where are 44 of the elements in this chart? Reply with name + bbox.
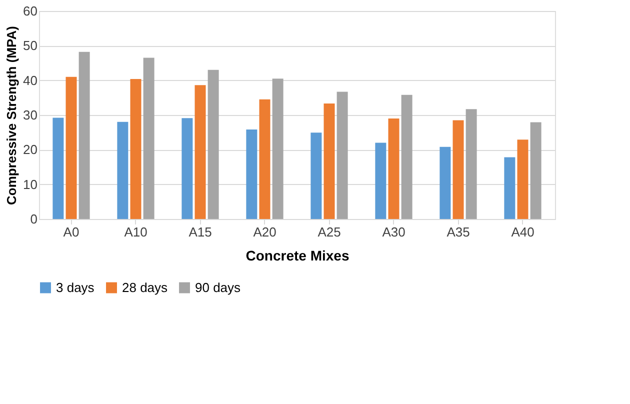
bar (452, 120, 464, 219)
bar (401, 94, 412, 219)
x-tick-label: A0 (63, 224, 80, 240)
bar (246, 130, 258, 219)
bar (388, 118, 400, 219)
legend-label: 28 days (122, 280, 168, 295)
x-tick-label: A35 (446, 224, 470, 240)
bar (259, 99, 270, 219)
bar (375, 142, 386, 219)
x-tick-label: A15 (188, 224, 212, 240)
legend-label: 3 days (56, 280, 95, 295)
y-tick-label: 20 (23, 142, 38, 158)
bar (336, 92, 348, 219)
bar (66, 76, 77, 219)
bar (52, 118, 64, 219)
y-tick-label: 0 (30, 212, 38, 226)
y-tick-label: 30 (23, 108, 38, 122)
bar (182, 118, 193, 219)
bar (530, 122, 542, 219)
bar (310, 132, 322, 219)
bar (517, 140, 528, 219)
bar (466, 109, 477, 219)
bar (504, 157, 516, 219)
legend-label: 90 days (195, 280, 242, 295)
bar (324, 104, 335, 219)
bar (143, 58, 154, 219)
y-tick-label: 50 (23, 38, 38, 54)
bar (208, 70, 219, 219)
x-tick-label: A20 (253, 224, 276, 240)
x-axis-title: Concrete Mixes (246, 248, 350, 264)
bar (194, 85, 206, 219)
bar (272, 78, 284, 219)
bar (440, 146, 451, 219)
bar (78, 52, 90, 219)
y-tick-label: 10 (23, 176, 38, 192)
x-tick-label: A40 (511, 224, 534, 240)
x-tick-label: A25 (318, 224, 341, 240)
x-tick-label: A30 (382, 224, 406, 240)
y-axis-title: Compressive Strength (MPA) (4, 26, 20, 205)
y-tick-label: 40 (23, 72, 38, 88)
y-tick-label: 60 (23, 4, 38, 18)
bar (117, 122, 128, 219)
x-tick-label: A10 (124, 224, 148, 240)
bar (130, 78, 142, 219)
